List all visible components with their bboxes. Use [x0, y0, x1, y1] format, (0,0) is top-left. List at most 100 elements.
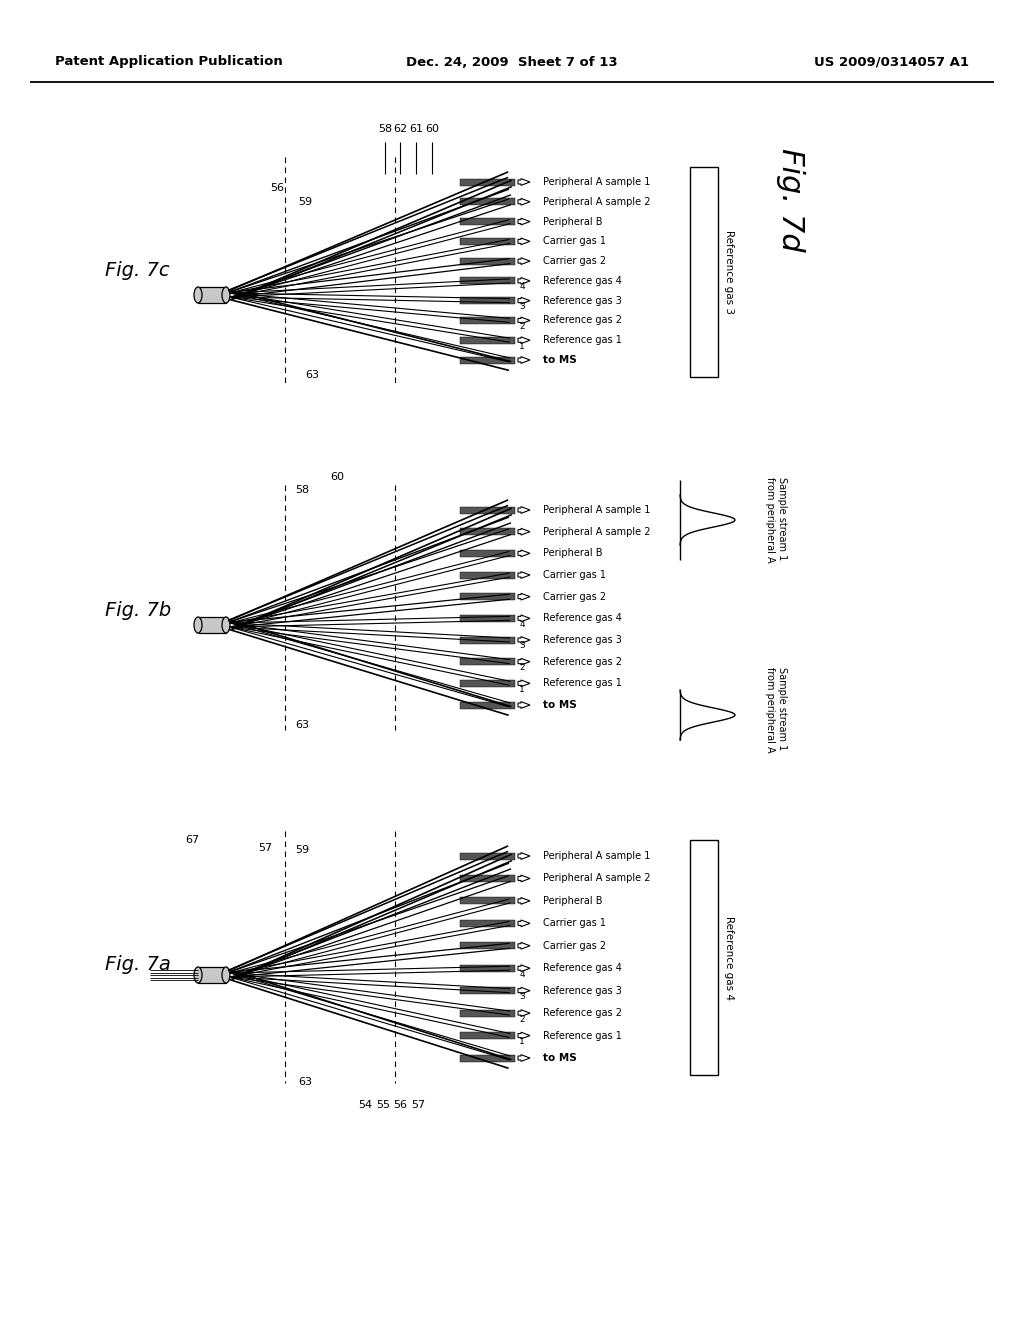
Text: Peripheral B: Peripheral B — [543, 548, 602, 558]
Polygon shape — [460, 297, 515, 304]
Polygon shape — [460, 257, 515, 264]
Text: 2: 2 — [519, 1015, 525, 1023]
Text: 1: 1 — [519, 1038, 525, 1045]
Text: 63: 63 — [305, 370, 319, 380]
Polygon shape — [460, 853, 515, 859]
Text: 56: 56 — [270, 183, 284, 193]
Text: 57: 57 — [258, 843, 272, 853]
Text: 1: 1 — [519, 342, 525, 351]
Text: 57: 57 — [411, 1100, 425, 1110]
Polygon shape — [460, 198, 515, 206]
Text: Carrier gas 1: Carrier gas 1 — [543, 236, 606, 247]
Text: 55: 55 — [376, 1100, 390, 1110]
Text: Fig. 7a: Fig. 7a — [105, 956, 171, 974]
Bar — [198, 286, 226, 304]
Polygon shape — [460, 987, 515, 994]
Bar — [690, 168, 718, 378]
Polygon shape — [460, 898, 515, 904]
Text: 4: 4 — [519, 282, 525, 292]
Text: Reference gas 1: Reference gas 1 — [543, 1031, 622, 1040]
Text: 60: 60 — [425, 124, 439, 135]
Text: 2: 2 — [519, 663, 525, 672]
Text: 58: 58 — [295, 484, 309, 495]
Polygon shape — [460, 701, 515, 709]
Text: Carrier gas 1: Carrier gas 1 — [543, 570, 606, 579]
Text: Carrier gas 2: Carrier gas 2 — [543, 591, 606, 602]
Text: to MS: to MS — [543, 1053, 577, 1063]
Text: 63: 63 — [298, 1077, 312, 1086]
Text: Peripheral A sample 2: Peripheral A sample 2 — [543, 527, 650, 537]
Text: 63: 63 — [295, 719, 309, 730]
Polygon shape — [460, 615, 515, 622]
Text: Peripheral A sample 1: Peripheral A sample 1 — [543, 851, 650, 861]
Text: Fig. 7b: Fig. 7b — [105, 601, 171, 619]
Polygon shape — [460, 636, 515, 644]
Bar — [198, 968, 226, 983]
Polygon shape — [460, 593, 515, 601]
Text: 56: 56 — [393, 1100, 407, 1110]
Text: Reference gas 1: Reference gas 1 — [543, 678, 622, 688]
Polygon shape — [460, 528, 515, 535]
Text: Reference gas 2: Reference gas 2 — [543, 315, 622, 326]
Text: Reference gas 2: Reference gas 2 — [543, 656, 622, 667]
Text: 3: 3 — [519, 642, 525, 651]
Text: to MS: to MS — [543, 700, 577, 710]
Bar — [198, 616, 226, 634]
Text: Reference gas 4: Reference gas 4 — [543, 614, 622, 623]
Polygon shape — [460, 572, 515, 578]
Text: 54: 54 — [358, 1100, 372, 1110]
Text: Fig. 7c: Fig. 7c — [105, 260, 170, 280]
Text: Carrier gas 2: Carrier gas 2 — [543, 256, 606, 267]
Ellipse shape — [222, 286, 230, 304]
Text: Patent Application Publication: Patent Application Publication — [55, 55, 283, 69]
Text: Reference gas 4: Reference gas 4 — [543, 276, 622, 286]
Text: 61: 61 — [409, 124, 423, 135]
Polygon shape — [460, 277, 515, 284]
Polygon shape — [460, 238, 515, 244]
Polygon shape — [460, 1032, 515, 1039]
Text: to MS: to MS — [543, 355, 577, 366]
Text: US 2009/0314057 A1: US 2009/0314057 A1 — [814, 55, 969, 69]
Polygon shape — [460, 680, 515, 686]
Text: Reference gas 4: Reference gas 4 — [543, 964, 622, 973]
Text: Peripheral A sample 1: Peripheral A sample 1 — [543, 506, 650, 515]
Polygon shape — [460, 1010, 515, 1016]
Text: Peripheral A sample 1: Peripheral A sample 1 — [543, 177, 650, 187]
Text: 59: 59 — [298, 197, 312, 207]
Ellipse shape — [194, 616, 202, 634]
Text: 62: 62 — [393, 124, 408, 135]
Text: Carrier gas 2: Carrier gas 2 — [543, 941, 606, 950]
Text: Sample stream 1
from peripheral A: Sample stream 1 from peripheral A — [765, 478, 786, 562]
Polygon shape — [460, 218, 515, 224]
Text: Reference gas 3: Reference gas 3 — [724, 230, 734, 314]
Ellipse shape — [194, 286, 202, 304]
Ellipse shape — [222, 968, 230, 983]
Text: 3: 3 — [519, 993, 525, 1001]
Text: Peripheral B: Peripheral B — [543, 216, 602, 227]
Ellipse shape — [222, 616, 230, 634]
Text: Dec. 24, 2009  Sheet 7 of 13: Dec. 24, 2009 Sheet 7 of 13 — [407, 55, 617, 69]
Text: Peripheral B: Peripheral B — [543, 896, 602, 906]
Text: 67: 67 — [185, 836, 199, 845]
Text: Reference gas 1: Reference gas 1 — [543, 335, 622, 346]
Text: Peripheral A sample 2: Peripheral A sample 2 — [543, 197, 650, 207]
Text: 60: 60 — [330, 473, 344, 482]
Text: 59: 59 — [295, 845, 309, 855]
Text: 2: 2 — [519, 322, 525, 331]
Text: Fig. 7d: Fig. 7d — [775, 148, 805, 252]
Text: 1: 1 — [519, 685, 525, 694]
Polygon shape — [460, 178, 515, 186]
Polygon shape — [460, 317, 515, 323]
Polygon shape — [460, 1055, 515, 1061]
Ellipse shape — [194, 968, 202, 983]
Polygon shape — [460, 507, 515, 513]
Polygon shape — [460, 920, 515, 927]
Text: Reference gas 3: Reference gas 3 — [543, 635, 622, 645]
Polygon shape — [460, 942, 515, 949]
Polygon shape — [460, 337, 515, 343]
Polygon shape — [460, 356, 515, 363]
Text: Reference gas 3: Reference gas 3 — [543, 296, 622, 306]
Polygon shape — [460, 659, 515, 665]
Bar — [690, 840, 718, 1074]
Polygon shape — [460, 965, 515, 972]
